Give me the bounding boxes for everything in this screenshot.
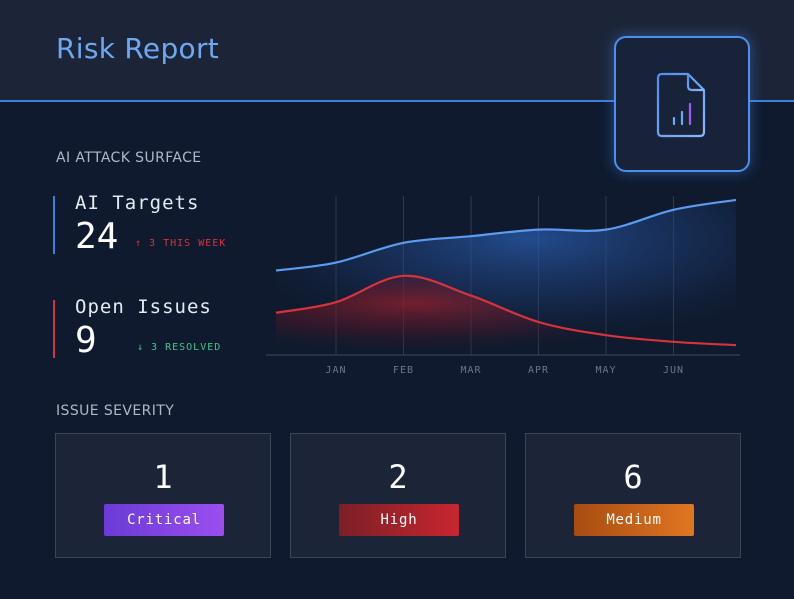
critical-count: 1 bbox=[153, 458, 173, 496]
attack-surface-label: AI ATTACK SURFACE bbox=[56, 150, 202, 166]
open-issues-label: Open Issues bbox=[75, 296, 212, 318]
ai-targets-label: AI Targets bbox=[75, 192, 200, 214]
medium-badge: Medium bbox=[574, 504, 694, 536]
report-badge bbox=[614, 36, 750, 172]
open-issues-delta: ↓ 3 RESOLVED bbox=[137, 342, 221, 353]
series-line-0 bbox=[275, 198, 737, 272]
series-line-1 bbox=[275, 274, 737, 347]
x-tick-label: JUN bbox=[663, 365, 684, 376]
ai-targets-delta-text: 3 THIS WEEK bbox=[149, 238, 227, 249]
open-issues-metric: Open Issues 9 ↓ 3 RESOLVED bbox=[53, 296, 273, 361]
severity-card-high: 2 High bbox=[290, 433, 506, 558]
series-area-1 bbox=[276, 275, 736, 355]
high-badge: High bbox=[339, 504, 459, 536]
issue-severity-label: ISSUE SEVERITY bbox=[56, 403, 175, 419]
x-tick-label: MAR bbox=[460, 365, 481, 376]
x-tick-label: FEB bbox=[393, 365, 414, 376]
ai-targets-value: 24 bbox=[75, 216, 119, 257]
ai-targets-delta: ↑ 3 THIS WEEK bbox=[135, 238, 226, 249]
arrow-up-icon: ↑ bbox=[135, 238, 150, 249]
critical-badge: Critical bbox=[104, 504, 224, 536]
severity-card-critical: 1 Critical bbox=[55, 433, 271, 558]
x-tick-label: APR bbox=[528, 365, 549, 376]
high-count: 2 bbox=[388, 458, 408, 496]
page-title: Risk Report bbox=[56, 32, 220, 65]
x-tick-label: MAY bbox=[595, 365, 616, 376]
arrow-down-icon: ↓ bbox=[137, 342, 152, 353]
ai-targets-metric: AI Targets 24 ↑ 3 THIS WEEK bbox=[53, 192, 273, 257]
file-chart-icon bbox=[656, 72, 706, 138]
trend-chart: JAN FEB MAR APR MAY JUN bbox=[266, 196, 740, 376]
x-tick-label: JAN bbox=[325, 365, 346, 376]
medium-count: 6 bbox=[623, 458, 643, 496]
open-issues-value: 9 bbox=[75, 320, 97, 361]
open-issues-delta-text: 3 RESOLVED bbox=[151, 342, 222, 353]
severity-card-medium: 6 Medium bbox=[525, 433, 741, 558]
